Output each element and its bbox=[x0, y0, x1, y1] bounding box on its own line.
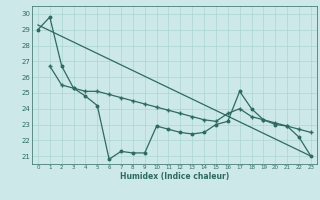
X-axis label: Humidex (Indice chaleur): Humidex (Indice chaleur) bbox=[120, 172, 229, 181]
